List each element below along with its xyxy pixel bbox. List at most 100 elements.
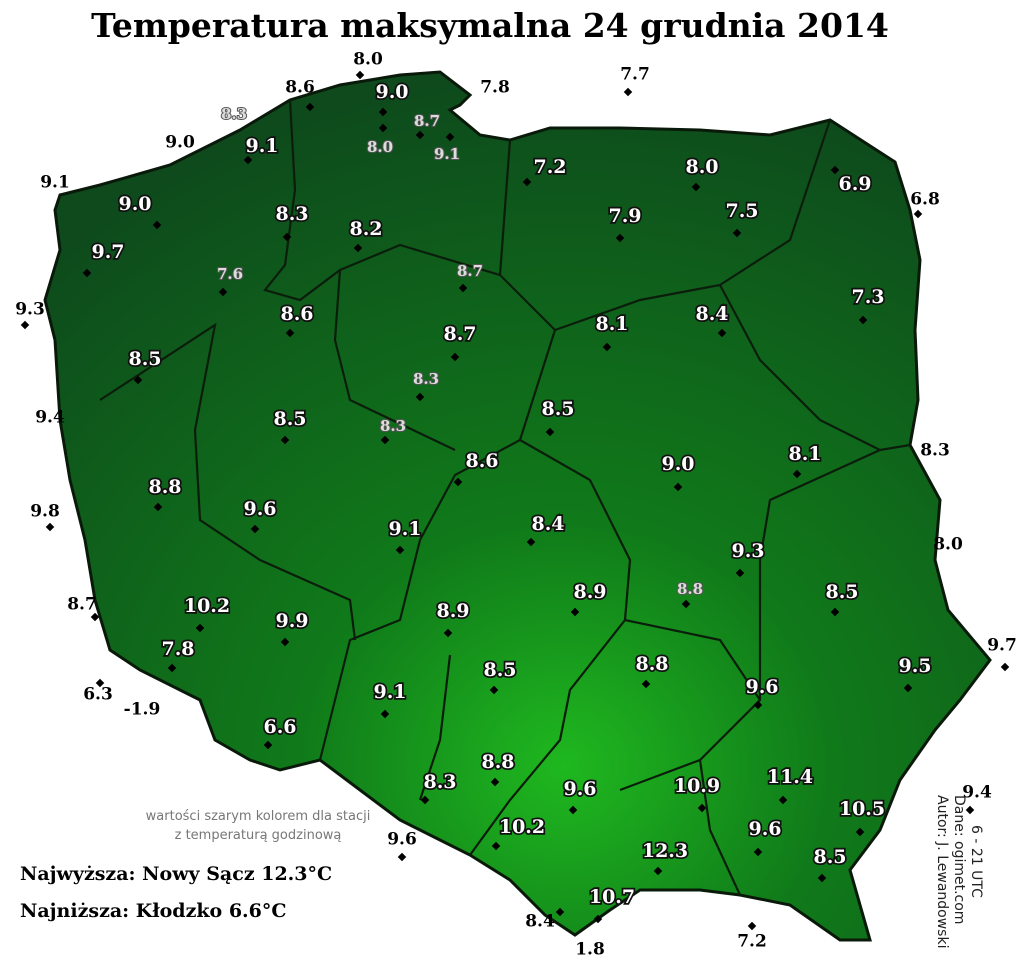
station-marker xyxy=(753,700,763,710)
station-value: 9.6 xyxy=(745,676,778,698)
station-marker xyxy=(395,545,405,555)
station-marker xyxy=(753,847,763,857)
station-value: 8.0 xyxy=(353,50,383,70)
station-marker xyxy=(830,607,840,617)
station-value: 7.6 xyxy=(217,265,243,283)
station-marker xyxy=(378,107,388,117)
station-marker xyxy=(353,243,363,253)
station-marker xyxy=(570,607,580,617)
station-marker xyxy=(152,220,162,230)
station-marker xyxy=(1000,662,1010,672)
station-value: 9.7 xyxy=(987,636,1017,656)
station-value: 8.4 xyxy=(531,513,564,535)
station-value: 8.2 xyxy=(349,218,382,240)
station-value: 8.3 xyxy=(380,417,406,435)
station-value: 8.7 xyxy=(457,262,483,280)
map-title: Temperatura maksymalna 24 grudnia 2014 xyxy=(91,6,889,45)
station-value: 8.0 xyxy=(933,535,963,555)
station-marker xyxy=(453,477,463,487)
station-marker xyxy=(355,70,365,80)
station-marker xyxy=(285,328,295,338)
station-value: 9.6 xyxy=(387,830,417,850)
station-value: 8.5 xyxy=(813,846,846,868)
station-value: 6.8 xyxy=(910,190,940,210)
station-value: 11.4 xyxy=(767,766,813,788)
station-value: 9.3 xyxy=(15,300,45,320)
station-value: 8.8 xyxy=(148,476,181,498)
station-value: 8.4 xyxy=(525,912,555,932)
station-value: 8.7 xyxy=(67,595,97,615)
station-value: 9.1 xyxy=(40,173,70,193)
station-value: 9.1 xyxy=(373,681,406,703)
station-value: 7.8 xyxy=(480,78,510,98)
note-line: z temperaturą godzinową xyxy=(175,828,342,843)
station-marker xyxy=(380,709,390,719)
station-marker xyxy=(913,209,923,219)
station-marker xyxy=(443,628,453,638)
station-value: 9.0 xyxy=(375,81,408,103)
station-marker xyxy=(489,685,499,695)
credit: Dane: ogimet.com xyxy=(951,795,967,924)
station-value: 8.9 xyxy=(436,600,469,622)
station-marker xyxy=(415,130,425,140)
station-value: 8.3 xyxy=(221,105,247,123)
station-marker xyxy=(717,328,727,338)
station-marker xyxy=(378,123,388,133)
station-marker xyxy=(450,352,460,362)
station-marker xyxy=(697,803,707,813)
station-marker xyxy=(792,469,802,479)
station-marker xyxy=(568,805,578,815)
station-value: 10.2 xyxy=(184,595,230,617)
station-marker xyxy=(491,841,501,851)
station-value: 8.0 xyxy=(685,156,718,178)
station-value: 10.9 xyxy=(674,775,720,797)
station-marker xyxy=(445,132,455,142)
station-value: 8.5 xyxy=(483,659,516,681)
station-value: 8.1 xyxy=(788,443,821,465)
station-value: 9.0 xyxy=(661,453,694,475)
station-value: 9.0 xyxy=(118,193,151,215)
station-value: 8.4 xyxy=(695,303,728,325)
station-value: 8.6 xyxy=(285,78,315,98)
station-value: 10.2 xyxy=(499,816,545,838)
station-value: 10.5 xyxy=(839,798,885,820)
station-marker xyxy=(415,392,425,402)
station-value: 8.5 xyxy=(128,348,161,370)
station-marker xyxy=(45,522,55,532)
station-value: 6.3 xyxy=(83,685,113,705)
station-marker xyxy=(243,155,253,165)
credit: Autor: J. Lewandowski xyxy=(934,795,950,948)
station-marker xyxy=(133,375,143,385)
station-value: 9.1 xyxy=(388,518,421,540)
station-marker xyxy=(280,637,290,647)
station-value: 9.5 xyxy=(898,655,931,677)
station-value: 8.3 xyxy=(275,203,308,225)
station-value: 10.7 xyxy=(589,886,635,908)
station-value: 7.7 xyxy=(620,65,650,85)
station-value: 7.9 xyxy=(608,205,641,227)
station-marker xyxy=(602,342,612,352)
station-marker xyxy=(747,921,757,931)
station-value: 8.3 xyxy=(423,771,456,793)
highest: Najwyższa: Nowy Sącz 12.3°C xyxy=(20,863,332,885)
station-value: 7.2 xyxy=(737,932,767,952)
station-value: 9.1 xyxy=(245,135,278,157)
station-marker xyxy=(555,907,565,917)
station-value: 8.5 xyxy=(273,408,306,430)
station-marker xyxy=(526,537,536,547)
station-marker xyxy=(490,777,500,787)
station-value: 8.5 xyxy=(541,398,574,420)
station-marker xyxy=(858,315,868,325)
station-marker xyxy=(218,287,228,297)
station-value: 9.6 xyxy=(243,498,276,520)
country-shape xyxy=(43,70,992,942)
lowest: Najniższa: Kłodzko 6.6°C xyxy=(20,900,287,922)
station-value: 9.7 xyxy=(91,241,124,263)
station-marker xyxy=(623,87,633,97)
station-value: 8.9 xyxy=(573,581,606,603)
station-value: 7.8 xyxy=(161,638,194,660)
station-value: 9.6 xyxy=(563,778,596,800)
station-value: 6.9 xyxy=(838,173,871,195)
station-value: 8.0 xyxy=(367,138,393,156)
station-value: 8.7 xyxy=(414,112,440,130)
